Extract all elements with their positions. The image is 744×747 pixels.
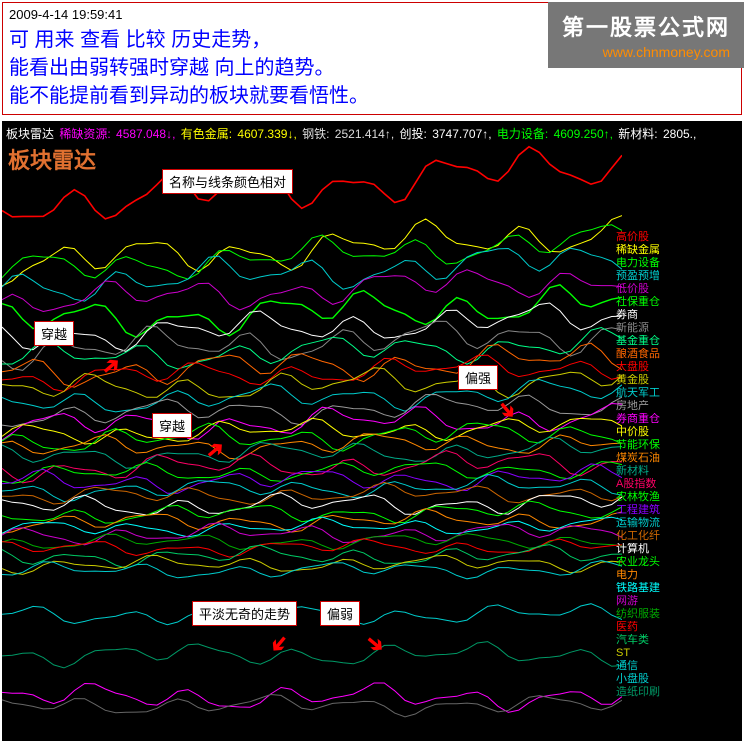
callout: 偏弱 <box>320 601 360 626</box>
series-label: 大盘股 <box>616 361 736 374</box>
series-label: 稀缺金属 <box>616 244 736 257</box>
series-label: 运输物流 <box>616 517 736 530</box>
series-label: 电力 <box>616 569 736 582</box>
series-label: 通信 <box>616 660 736 673</box>
series-label: 农林牧渔 <box>616 491 736 504</box>
series-label: 高价股 <box>616 231 736 244</box>
series-label: 航天军工 <box>616 387 736 400</box>
series-label: A股指数 <box>616 478 736 491</box>
callout: 平淡无奇的走势 <box>192 601 297 626</box>
callout: 穿越 <box>34 321 74 346</box>
site-logo: 第一股票公式网 www.chnmoney.com <box>548 2 744 68</box>
series-label: ST <box>616 647 736 660</box>
series-label: 工程建筑 <box>616 504 736 517</box>
series-label: 预盈预增 <box>616 270 736 283</box>
series-label: 新能源 <box>616 322 736 335</box>
series-label: 铁路基建 <box>616 582 736 595</box>
series-label: 中价股 <box>616 426 736 439</box>
series-label: 黄金股 <box>616 374 736 387</box>
series-label: 券商 <box>616 309 736 322</box>
series-label: 医药 <box>616 621 736 634</box>
series-label: 新材料 <box>616 465 736 478</box>
series-label: 汽车类 <box>616 634 736 647</box>
series-label: 煤炭石油 <box>616 452 736 465</box>
series-label: 电力设备 <box>616 257 736 270</box>
series-label: 社保重仓 <box>616 296 736 309</box>
series-label: 网游 <box>616 595 736 608</box>
series-label: 小盘股 <box>616 673 736 686</box>
callout: 穿越 <box>152 413 192 438</box>
series-label: 房地产 <box>616 400 736 413</box>
series-label: 低价股 <box>616 283 736 296</box>
series-label: 节能环保 <box>616 439 736 452</box>
callout: 偏强 <box>458 365 498 390</box>
series-label: 基金重仓 <box>616 335 736 348</box>
ticker-bar: 板块雷达 稀缺资源: 4587.048↓, 有色金属: 4607.339↓, 钢… <box>6 125 738 142</box>
note-line-3: 能不能提前看到异动的板块就要看悟性。 <box>9 82 735 110</box>
logo-url: www.chnmoney.com <box>562 44 730 60</box>
series-labels: 高价股稀缺金属电力设备预盈预增低价股社保重仓券商新能源基金重仓酿酒食品大盘股黄金… <box>616 231 736 699</box>
series-label: 农业龙头 <box>616 556 736 569</box>
callout: 名称与线条颜色相对 <box>162 169 293 194</box>
chart-lines <box>2 145 622 735</box>
series-label: 酿酒食品 <box>616 348 736 361</box>
series-label: 券商重仓 <box>616 413 736 426</box>
logo-title: 第一股票公式网 <box>562 10 730 42</box>
series-label: 纺织服装 <box>616 608 736 621</box>
series-label: 计算机 <box>616 543 736 556</box>
series-label: 造纸印刷 <box>616 686 736 699</box>
chart-zone: 板块雷达 稀缺资源: 4587.048↓, 有色金属: 4607.339↓, 钢… <box>2 121 742 741</box>
series-label: 化工化纤 <box>616 530 736 543</box>
